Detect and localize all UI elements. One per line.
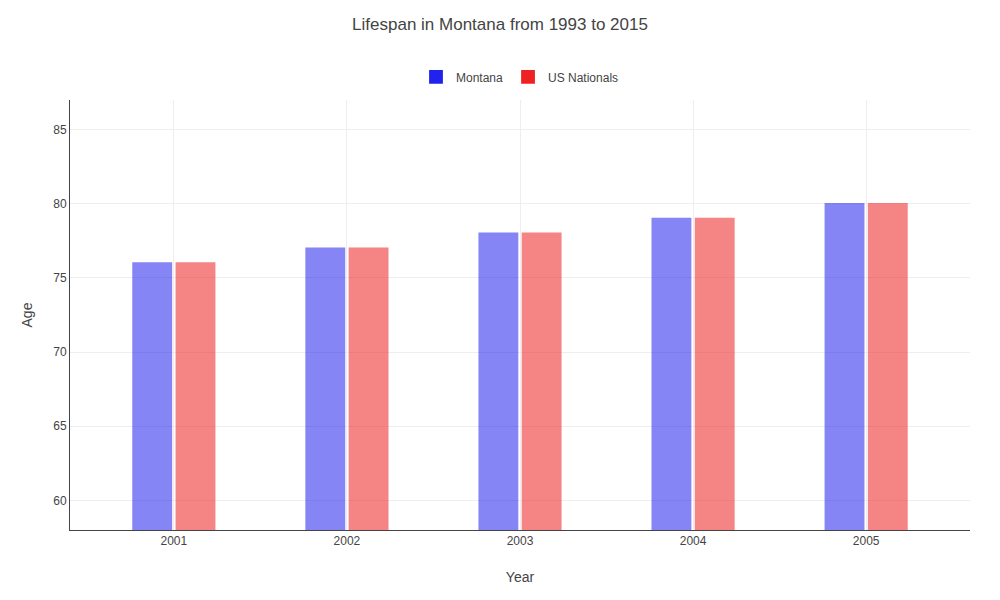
svg-text:2005: 2005 [853, 534, 880, 548]
svg-text:70: 70 [53, 345, 67, 359]
svg-text:US Nationals: US Nationals [548, 71, 618, 85]
svg-text:85: 85 [53, 123, 67, 137]
svg-text:Lifespan in Montana from 1993: Lifespan in Montana from 1993 to 2015 [352, 15, 648, 34]
svg-text:2003: 2003 [507, 534, 534, 548]
svg-text:Age: Age [19, 302, 35, 327]
svg-text:Montana: Montana [456, 71, 503, 85]
svg-text:Year: Year [506, 569, 535, 585]
svg-text:2001: 2001 [160, 534, 187, 548]
svg-text:2002: 2002 [334, 534, 361, 548]
svg-text:2004: 2004 [680, 534, 707, 548]
svg-text:80: 80 [53, 197, 67, 211]
svg-text:75: 75 [53, 271, 67, 285]
svg-text:65: 65 [53, 419, 67, 433]
svg-text:60: 60 [53, 494, 67, 508]
